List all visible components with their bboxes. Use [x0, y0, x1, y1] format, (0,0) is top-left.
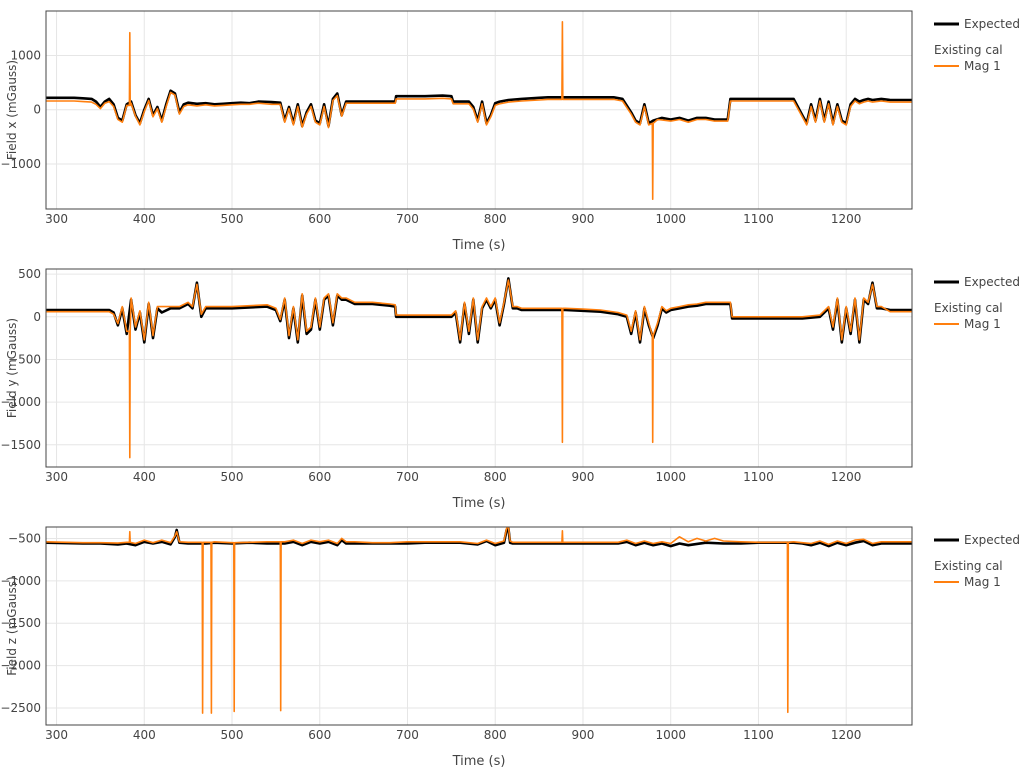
x-tick-label: 700 [396, 470, 419, 484]
x-tick-label: 600 [308, 212, 331, 226]
y-tick-label: 500 [18, 267, 41, 281]
x-tick-label: 800 [484, 728, 507, 742]
x-tick-label: 400 [133, 728, 156, 742]
x-tick-label: 500 [221, 728, 244, 742]
chart-panel-3: 300 400 500 600 700 800 900 1000 1100 1200 −500 −10… [0, 526, 1020, 769]
x-tick-label: 300 [45, 470, 68, 484]
legend-label-expected: Expected [964, 533, 1020, 547]
x-tick-label: 300 [45, 728, 68, 742]
y-tick-label: 0 [33, 310, 41, 324]
x-tick-label: 1200 [831, 470, 862, 484]
x-tick-label: 500 [221, 212, 244, 226]
legend-group-title: Existing cal [934, 43, 1003, 57]
x-axis-title: Time (s) [452, 496, 506, 511]
series-group [46, 277, 912, 459]
legend-label-mag-1: Mag 1 [964, 59, 1001, 73]
x-tick-label: 1100 [743, 728, 774, 742]
plot-frame [45, 526, 913, 726]
y-tick-label: −1000 [0, 574, 41, 588]
x-tick-label: 900 [572, 470, 595, 484]
x-tick-label: 1000 [655, 728, 686, 742]
series-line-mag-1 [46, 279, 912, 459]
x-axis-title: Time (s) [452, 238, 506, 253]
y-tick-label: −1000 [0, 395, 41, 409]
legend-label-expected: Expected [964, 17, 1020, 31]
x-tick-label: 600 [308, 470, 331, 484]
chart-panel-2: 300 400 500 600 700 800 900 1000 1100 1200 500 0 −50… [0, 267, 1020, 511]
y-tick-label: −1500 [0, 616, 41, 630]
series-group [46, 21, 912, 200]
x-tick-label: 400 [133, 470, 156, 484]
legend: Expected Existing cal Mag 1 [934, 275, 1020, 331]
x-tick-label: 800 [484, 212, 507, 226]
x-tick-label: 1000 [655, 212, 686, 226]
y-tick-label: −2000 [0, 659, 41, 673]
y-tick-label: −500 [8, 531, 41, 545]
plot-frame [45, 268, 913, 468]
legend-label-mag-1: Mag 1 [964, 317, 1001, 331]
x-axis-title: Time (s) [452, 754, 506, 769]
legend-group-title: Existing cal [934, 559, 1003, 573]
x-tick-label: 1200 [831, 212, 862, 226]
legend-group-title: Existing cal [934, 301, 1003, 315]
y-tick-label: 1000 [10, 48, 41, 62]
x-tick-label: 800 [484, 470, 507, 484]
y-tick-label: 0 [33, 103, 41, 117]
x-tick-label: 400 [133, 212, 156, 226]
legend-label-expected: Expected [964, 275, 1020, 289]
x-tick-label: 1200 [831, 728, 862, 742]
x-tick-label: 300 [45, 212, 68, 226]
x-tick-label: 1100 [743, 212, 774, 226]
x-tick-label: 500 [221, 470, 244, 484]
x-tick-label: 1100 [743, 470, 774, 484]
plot-frame [45, 10, 913, 210]
x-tick-label: 600 [308, 728, 331, 742]
x-tick-label: 900 [572, 212, 595, 226]
y-tick-label: −500 [8, 352, 41, 366]
x-tick-label: 700 [396, 728, 419, 742]
y-tick-label: −1000 [0, 157, 41, 171]
legend: Expected Existing cal Mag 1 [934, 533, 1020, 589]
series-line-mag-1 [46, 527, 912, 714]
series-group [46, 527, 912, 714]
x-tick-label: 700 [396, 212, 419, 226]
legend: Expected Existing cal Mag 1 [934, 17, 1020, 73]
y-tick-label: −1500 [0, 438, 41, 452]
x-tick-label: 1000 [655, 470, 686, 484]
x-tick-label: 900 [572, 728, 595, 742]
legend-label-mag-1: Mag 1 [964, 575, 1001, 589]
y-tick-label: −2500 [0, 701, 41, 715]
chart-panel-1: 300 400 500 600 700 800 900 1000 1100 1200 1000 0 −1… [0, 10, 1020, 253]
y-axis-title: Field x (mGauss) [5, 60, 19, 160]
y-axis-title: Field z (mGauss) [5, 576, 19, 675]
series-line-mag-1 [46, 21, 912, 200]
y-axis-title: Field y (mGauss) [5, 318, 19, 418]
